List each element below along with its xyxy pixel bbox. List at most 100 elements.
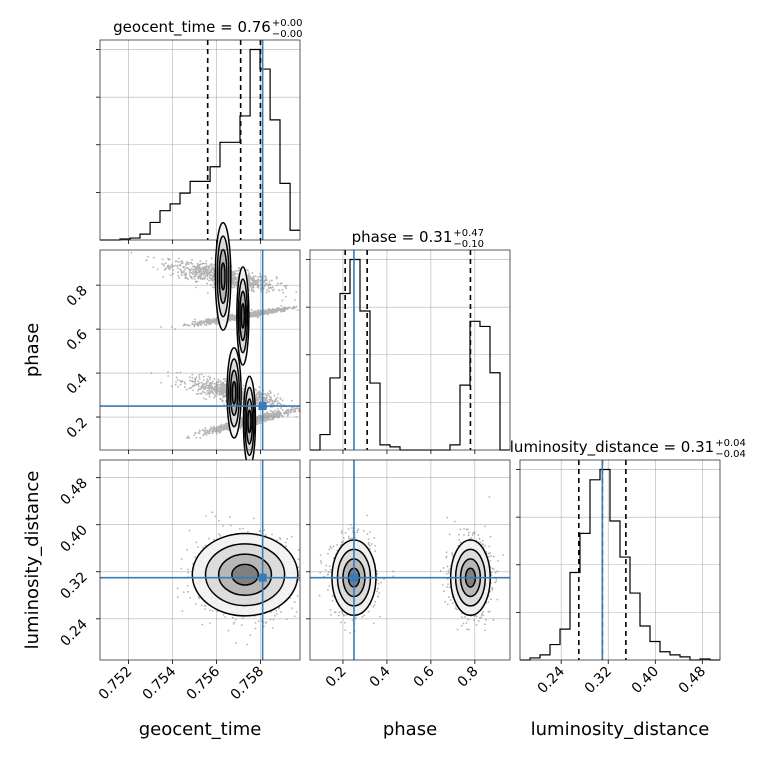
scatter-point xyxy=(211,386,213,389)
scatter-point xyxy=(212,391,214,394)
scatter-point xyxy=(259,416,262,419)
scatter-point xyxy=(217,387,219,390)
scatter-point xyxy=(256,391,259,394)
scatter-point xyxy=(180,380,182,383)
scatter-point xyxy=(231,271,233,274)
scatter-point xyxy=(200,604,203,607)
scatter-point xyxy=(199,276,202,279)
scatter-point xyxy=(222,391,225,394)
scatter-point xyxy=(207,375,210,378)
scatter-panel-geocent_time-phase-contour-3-3 xyxy=(247,409,252,434)
scatter-point xyxy=(192,265,195,267)
scatter-point xyxy=(195,267,198,269)
scatter-point xyxy=(374,550,377,552)
scatter-point xyxy=(343,614,346,617)
scatter-point xyxy=(235,270,238,272)
scatter-point xyxy=(203,270,206,273)
scatter-point xyxy=(249,275,252,278)
scatter-point xyxy=(242,394,245,396)
hist-title-sub-geocent_time: −0.00 xyxy=(272,29,303,40)
scatter-point xyxy=(209,269,212,271)
scatter-point xyxy=(233,621,236,624)
scatter-point xyxy=(351,537,354,539)
scatter-point xyxy=(204,277,206,280)
scatter-point xyxy=(229,524,232,527)
scatter-point xyxy=(368,541,370,544)
scatter-point xyxy=(206,278,209,280)
scatter-point xyxy=(263,415,266,418)
hist-title-geocent_time: geocent_time = 0.76 xyxy=(113,18,271,37)
scatter-point xyxy=(270,413,273,416)
scatter-point xyxy=(188,273,191,276)
scatter-point xyxy=(184,382,187,385)
scatter-point xyxy=(170,263,173,266)
scatter-point xyxy=(336,544,338,546)
scatter-point xyxy=(162,263,165,266)
scatter-point xyxy=(245,268,248,271)
scatter-point xyxy=(240,624,243,627)
scatter-point xyxy=(208,318,211,321)
scatter-point xyxy=(272,410,275,413)
scatter-point xyxy=(188,271,191,274)
scatter-point xyxy=(349,523,352,526)
scatter-point xyxy=(328,565,331,568)
scatter-point xyxy=(289,307,292,310)
scatter-point xyxy=(177,385,179,388)
scatter-point xyxy=(174,260,177,263)
scatter-point xyxy=(254,388,257,391)
scatter-point xyxy=(216,393,219,395)
scatter-point xyxy=(174,383,177,386)
scatter-point xyxy=(260,393,263,396)
scatter-point xyxy=(255,393,258,396)
scatter-point xyxy=(210,388,213,391)
scatter-point xyxy=(195,436,198,439)
scatter-point xyxy=(209,609,212,612)
scatter-point xyxy=(215,389,217,391)
scatter-point xyxy=(214,395,217,398)
scatter-point xyxy=(208,392,211,395)
scatter-point xyxy=(237,273,240,275)
scatter-point xyxy=(174,328,177,331)
scatter-point xyxy=(224,394,226,397)
scatter-point xyxy=(252,286,255,289)
scatter-point xyxy=(203,397,205,400)
scatter-point xyxy=(215,386,218,388)
scatter-point xyxy=(183,381,186,384)
scatter-point xyxy=(325,564,328,567)
scatter-point xyxy=(279,282,282,285)
scatter-point xyxy=(217,378,220,381)
scatter-point xyxy=(197,389,199,392)
scatter-point xyxy=(183,386,186,389)
scatter-point xyxy=(281,399,284,402)
scatter-point xyxy=(294,409,296,412)
scatter-point xyxy=(293,601,296,603)
scatter-point xyxy=(373,537,376,539)
scatter-point xyxy=(285,618,288,621)
scatter-point xyxy=(204,604,206,607)
scatter-point xyxy=(259,276,262,278)
scatter-point xyxy=(213,385,216,388)
scatter-point xyxy=(257,309,260,312)
scatter-point xyxy=(217,425,220,428)
scatter-point xyxy=(212,317,215,320)
scatter-point xyxy=(246,643,248,646)
scatter-point xyxy=(176,378,179,381)
scatter-point xyxy=(167,375,170,377)
scatter-point xyxy=(176,267,179,270)
scatter-point xyxy=(271,415,274,418)
scatter-point xyxy=(268,287,271,290)
scatter-point xyxy=(242,384,245,387)
scatter-point xyxy=(269,403,272,406)
scatter-point xyxy=(205,323,208,326)
scatter-point xyxy=(239,267,241,270)
scatter-point xyxy=(156,268,159,271)
scatter-point xyxy=(231,616,234,619)
scatter-point xyxy=(290,399,293,402)
scatter-point xyxy=(222,378,225,380)
scatter-panel-phase-luminosity_distance xyxy=(309,459,511,661)
scatter-point xyxy=(235,272,237,275)
scatter-point xyxy=(269,419,271,421)
scatter-point xyxy=(230,315,233,318)
scatter-point xyxy=(252,275,255,278)
scatter-point xyxy=(200,320,203,323)
